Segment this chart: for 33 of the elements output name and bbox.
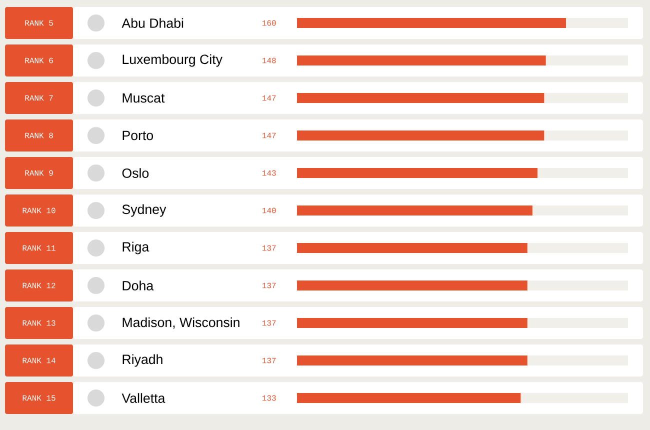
y-tick-label: Doha [122, 280, 154, 290]
data-label: 147 [262, 132, 276, 138]
y-tick-label: Riyadh [122, 354, 162, 367]
data-label: 133 [262, 395, 276, 401]
text: RANK 9 [25, 170, 53, 176]
data-label: 148 [262, 58, 276, 64]
data-label: 147 [262, 95, 276, 101]
text: RANK 14 [22, 358, 56, 364]
text: RANK 5 [25, 20, 53, 26]
text: RANK 8 [25, 132, 53, 138]
data-label: 160 [262, 20, 276, 26]
data-label: 137 [262, 245, 276, 251]
data-label: 137 [262, 282, 276, 288]
y-tick-label: Madison, Wisconsin [122, 317, 240, 329]
y-tick-label: Muscat [122, 93, 165, 103]
text: RANK 10 [22, 208, 56, 214]
y-tick-label: Abu Dhabi [122, 18, 184, 28]
y-tick-label: Oslo [122, 168, 149, 178]
y-tick-label: Luxembourg City [122, 54, 222, 67]
data-label: 137 [262, 358, 276, 364]
text: RANK 11 [22, 245, 56, 251]
y-tick-label: Porto [122, 130, 154, 140]
text: RANK 7 [25, 95, 53, 101]
text: RANK 12 [22, 282, 56, 288]
data-label: 140 [262, 208, 276, 214]
y-tick-label: Riga [122, 242, 150, 254]
data-label: 137 [262, 320, 276, 326]
text: RANK 6 [25, 58, 53, 64]
text: RANK 13 [22, 320, 56, 326]
text: RANK 15 [22, 395, 56, 401]
y-tick-label: Sydney [122, 204, 166, 217]
y-tick-label: Valletta [122, 393, 166, 403]
data-label: 143 [262, 170, 276, 176]
